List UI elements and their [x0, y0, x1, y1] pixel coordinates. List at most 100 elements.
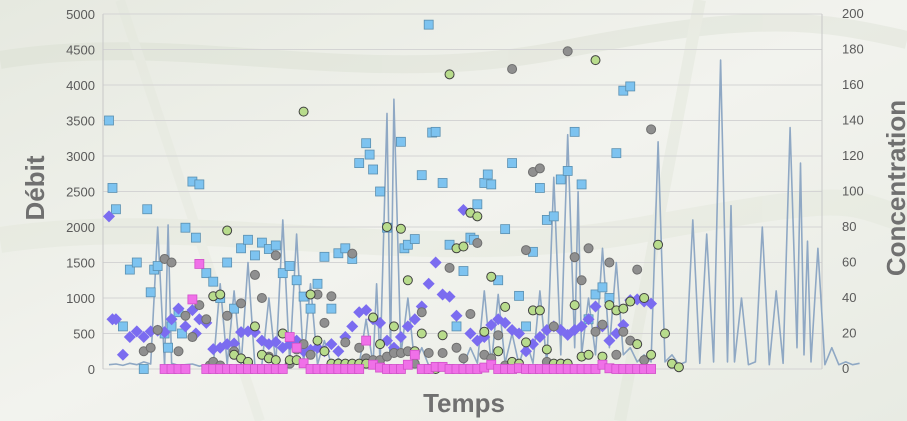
data-point-square [535, 183, 545, 193]
data-point-circle [249, 321, 260, 332]
data-point-square [486, 179, 497, 190]
data-point-diamond [130, 325, 143, 338]
data-point-circle [507, 64, 518, 75]
y-tick-label-left: 1000 [66, 291, 95, 306]
data-point-circle [402, 275, 413, 286]
data-point-square [409, 234, 420, 244]
data-point-square [402, 239, 413, 250]
data-point-square [111, 204, 121, 215]
data-point-diamond [450, 309, 463, 322]
data-point-square [437, 178, 448, 188]
data-point-square [368, 164, 379, 175]
data-point-diamond [533, 331, 546, 344]
y-tick-label-right: 160 [842, 77, 864, 92]
data-point-diamond [589, 300, 602, 313]
data-point-diamond [172, 302, 185, 315]
data-point-circle [618, 303, 629, 314]
data-point-square [312, 278, 323, 289]
data-point-square [319, 251, 330, 262]
y-tick-label-left: 0 [88, 362, 95, 377]
data-point-diamond [464, 327, 477, 340]
data-point-circle [632, 264, 643, 275]
data-point-diamond [235, 326, 248, 339]
data-point-square [124, 264, 135, 275]
data-point-square [229, 303, 240, 314]
data-point-diamond [103, 210, 115, 223]
data-point-circle [236, 298, 247, 309]
data-point-square [423, 19, 434, 30]
data-point-circle [583, 243, 594, 254]
data-point-diamond [179, 320, 192, 333]
data-point-square [590, 289, 601, 300]
data-point-square [333, 248, 344, 259]
data-point-square [548, 211, 559, 222]
data-point-square [145, 287, 156, 298]
data-point-circle [611, 349, 622, 360]
data-point-square [270, 240, 281, 251]
data-point-circle [145, 342, 156, 353]
data-point-diamond [513, 327, 526, 340]
data-point-circle [576, 275, 587, 286]
data-point-square [250, 250, 260, 261]
data-point-circle [569, 252, 580, 263]
data-point-square [514, 290, 524, 301]
data-point-square [597, 282, 608, 293]
data-point-square [430, 126, 441, 137]
data-point-circle [660, 328, 670, 339]
data-point-square [142, 204, 153, 215]
data-point-circle [319, 317, 330, 328]
data-point-circle [458, 353, 469, 364]
data-point-circle [458, 241, 469, 252]
data-point-diamond [346, 320, 359, 333]
data-point-circle [319, 346, 330, 357]
data-point-square [291, 342, 302, 353]
y-tick-label-left: 1500 [66, 256, 95, 271]
data-point-circle [486, 271, 497, 282]
y-tick-label-left: 5000 [66, 7, 95, 22]
data-point-circle [541, 344, 552, 355]
data-point-circle [569, 300, 580, 311]
data-point-circle [270, 355, 281, 366]
y-tick-label-left: 2000 [66, 220, 95, 235]
data-point-diamond [401, 320, 414, 333]
data-point-circle [215, 289, 226, 300]
data-point-circle [479, 326, 490, 337]
data-point-diamond [443, 290, 456, 303]
y-tick-label-right: 0 [842, 361, 849, 376]
data-point-square [180, 222, 191, 233]
y-tick-label-left: 2500 [66, 185, 95, 200]
y-tick-label-right: 80 [842, 219, 856, 234]
data-point-square [416, 170, 427, 181]
y-tick-label-right: 140 [842, 113, 864, 128]
data-point-square [340, 243, 351, 254]
data-point-circle [444, 69, 455, 80]
data-point-circle [173, 346, 184, 357]
data-point-square [291, 275, 302, 286]
right-axis-ticks: 0 20 40 60 80 100 120 140 160 180 200 [842, 6, 864, 376]
data-point-diamond [408, 313, 421, 326]
data-point-circle [493, 346, 504, 357]
y-axis-title-left: Débit [20, 155, 50, 220]
data-point-circle [222, 225, 233, 236]
y-tick-label-left: 3000 [66, 149, 95, 164]
data-point-square [458, 266, 469, 276]
data-point-square [562, 166, 573, 176]
data-point-square [354, 364, 365, 374]
data-point-circle [305, 289, 316, 300]
data-point-circle [632, 339, 643, 350]
data-point-circle [604, 257, 615, 268]
data-point-circle [382, 222, 392, 232]
data-point-square [402, 359, 413, 370]
data-point-circle [597, 319, 608, 330]
data-point-diamond [520, 345, 532, 358]
data-point-diamond [582, 313, 595, 326]
data-point-square [277, 364, 288, 374]
data-point-square [177, 328, 187, 339]
data-point-square [305, 303, 316, 314]
data-point-diamond [165, 313, 178, 326]
data-point-square [521, 321, 531, 332]
series-flow-line [108, 59, 860, 367]
data-point-circle [187, 332, 198, 343]
data-point-circle [347, 248, 358, 259]
